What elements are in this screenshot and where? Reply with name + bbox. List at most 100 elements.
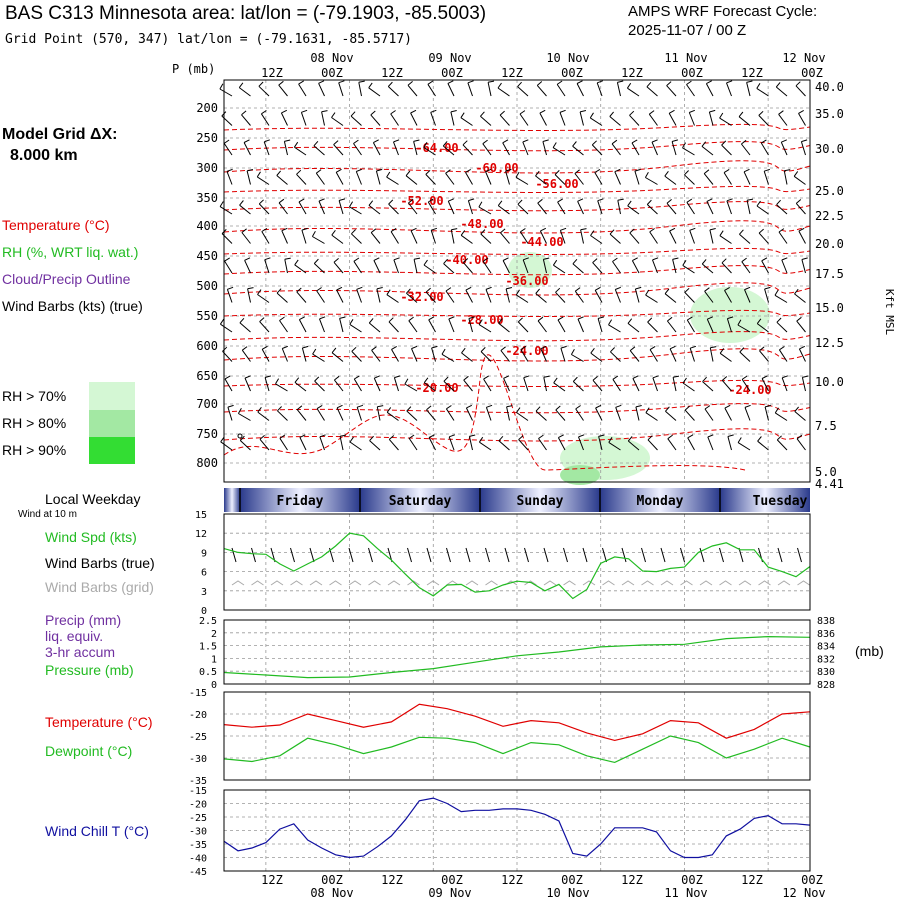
wind-ytick-label: 6 [201, 568, 207, 579]
wind-barb-feather [445, 287, 452, 292]
wind-barb [590, 235, 603, 244]
wind-barb-feather [314, 376, 320, 382]
wind-barb-feather [726, 80, 733, 84]
wind-barb [575, 408, 584, 421]
wind-barb [652, 377, 658, 392]
wind-barb [386, 294, 399, 303]
wind-barb-true [290, 547, 295, 563]
wind-barb-feather [227, 286, 234, 290]
wind-barb-feather [370, 110, 376, 116]
weekday-label: Friday [277, 494, 324, 509]
wind-barb-feather [774, 407, 779, 414]
wind-barb [795, 85, 806, 97]
wind-barb [560, 347, 566, 362]
wind-barb [445, 173, 455, 185]
wind-barb-feather [761, 139, 767, 144]
wind-barb [279, 320, 288, 333]
wind-barb [666, 85, 677, 97]
wind-barb [647, 439, 658, 451]
wind-barb-feather [758, 110, 764, 116]
wind-barb [737, 442, 751, 451]
wind-barb-feather [321, 110, 328, 113]
wind-barb [263, 141, 270, 156]
wind-barb-grid [660, 580, 674, 586]
wind-barb [301, 347, 307, 362]
wind-barb-true [699, 547, 705, 563]
wind-barb [246, 170, 251, 185]
wind-barb-feather [739, 347, 745, 353]
temperature-line [223, 703, 811, 742]
wind-barb [572, 381, 584, 392]
wind-barb [315, 172, 325, 185]
pressure-tick-label: 400 [196, 219, 218, 233]
wind-barb-feather [276, 170, 281, 176]
wind-barb [608, 324, 621, 333]
top-time-tick-label: 12Z [501, 66, 523, 80]
wind-barb-feather [299, 434, 306, 438]
wind-barb-feather [465, 168, 471, 173]
wind-barb-feather [298, 80, 304, 85]
wind-barb-feather [408, 198, 414, 204]
wind-barb [410, 112, 418, 126]
wind-barb-feather [428, 198, 434, 203]
wind-barb-feather [358, 80, 365, 83]
wind-panel-frame [223, 513, 811, 611]
wind-barb-feather [743, 168, 750, 173]
top-date-label: 08 Nov [310, 51, 353, 65]
wind-barb [370, 114, 381, 126]
wind-barb-feather [627, 318, 633, 324]
wind-barb-feather [574, 287, 581, 292]
wind-barb-feather [540, 345, 547, 350]
wind-barb [482, 261, 492, 274]
wind-barb [579, 111, 584, 126]
wind-barb [219, 206, 233, 215]
wind-barbs-true-label: Wind Barbs (true) [45, 555, 155, 571]
wind-barb [522, 141, 529, 156]
temperature-contour-label: -24.00 [728, 383, 771, 397]
wind-barb-feather [349, 201, 354, 208]
weekday-band [240, 488, 360, 512]
temperature-label: Temperature (°C) [45, 714, 153, 730]
wind-barb [631, 260, 640, 274]
wind-barb [336, 407, 344, 421]
wind-barb-true [407, 547, 412, 563]
wind-barb-grid [387, 580, 401, 586]
wind-barb [318, 83, 325, 97]
wind-barb-feather [520, 228, 526, 233]
legend-rh: RH (%, WRT liq. wat.) [2, 244, 139, 260]
wind-barb-feather [651, 139, 658, 143]
wind-barb [387, 86, 399, 97]
wind-barb-feather [737, 437, 742, 443]
model-grid-label: Model Grid ΔX: [2, 126, 118, 143]
bottom-date-label: 09 Nov [428, 886, 471, 900]
pressure-ytick-label: 834 [817, 642, 835, 653]
bottom-time-tick-label: 12Z [741, 873, 763, 887]
wind-barb-feather [686, 198, 693, 203]
wind-barb-feather [393, 139, 400, 143]
wind-barb [517, 203, 529, 215]
wind-barb-feather [617, 198, 624, 201]
wind-barb-feather [373, 139, 379, 144]
wind-barb [739, 233, 751, 244]
wind-barb-feather [652, 375, 659, 379]
wind-barb-feather [246, 169, 254, 172]
wind-barb-feather [431, 345, 438, 349]
wind-barb [500, 232, 510, 244]
wind-barb [408, 438, 418, 451]
wind-barb [333, 261, 344, 274]
wind-barb-feather [627, 436, 633, 442]
bottom-time-tick-label: 12Z [381, 873, 403, 887]
wind-barb-feather [339, 316, 346, 319]
wind-barb-feather [590, 230, 595, 236]
wind-barb-feather [615, 286, 621, 290]
temperature-contour-label: -32.00 [400, 290, 443, 304]
wind-barb [778, 231, 788, 244]
wind-barb [764, 288, 769, 303]
wind-barb [450, 111, 455, 126]
temperature-contour [223, 220, 811, 234]
wind-barb-feather [516, 407, 521, 413]
wind-barb [316, 290, 325, 303]
wind-barb-true [524, 547, 529, 563]
wind-barb [687, 437, 695, 451]
wind-barb-true [465, 547, 471, 563]
